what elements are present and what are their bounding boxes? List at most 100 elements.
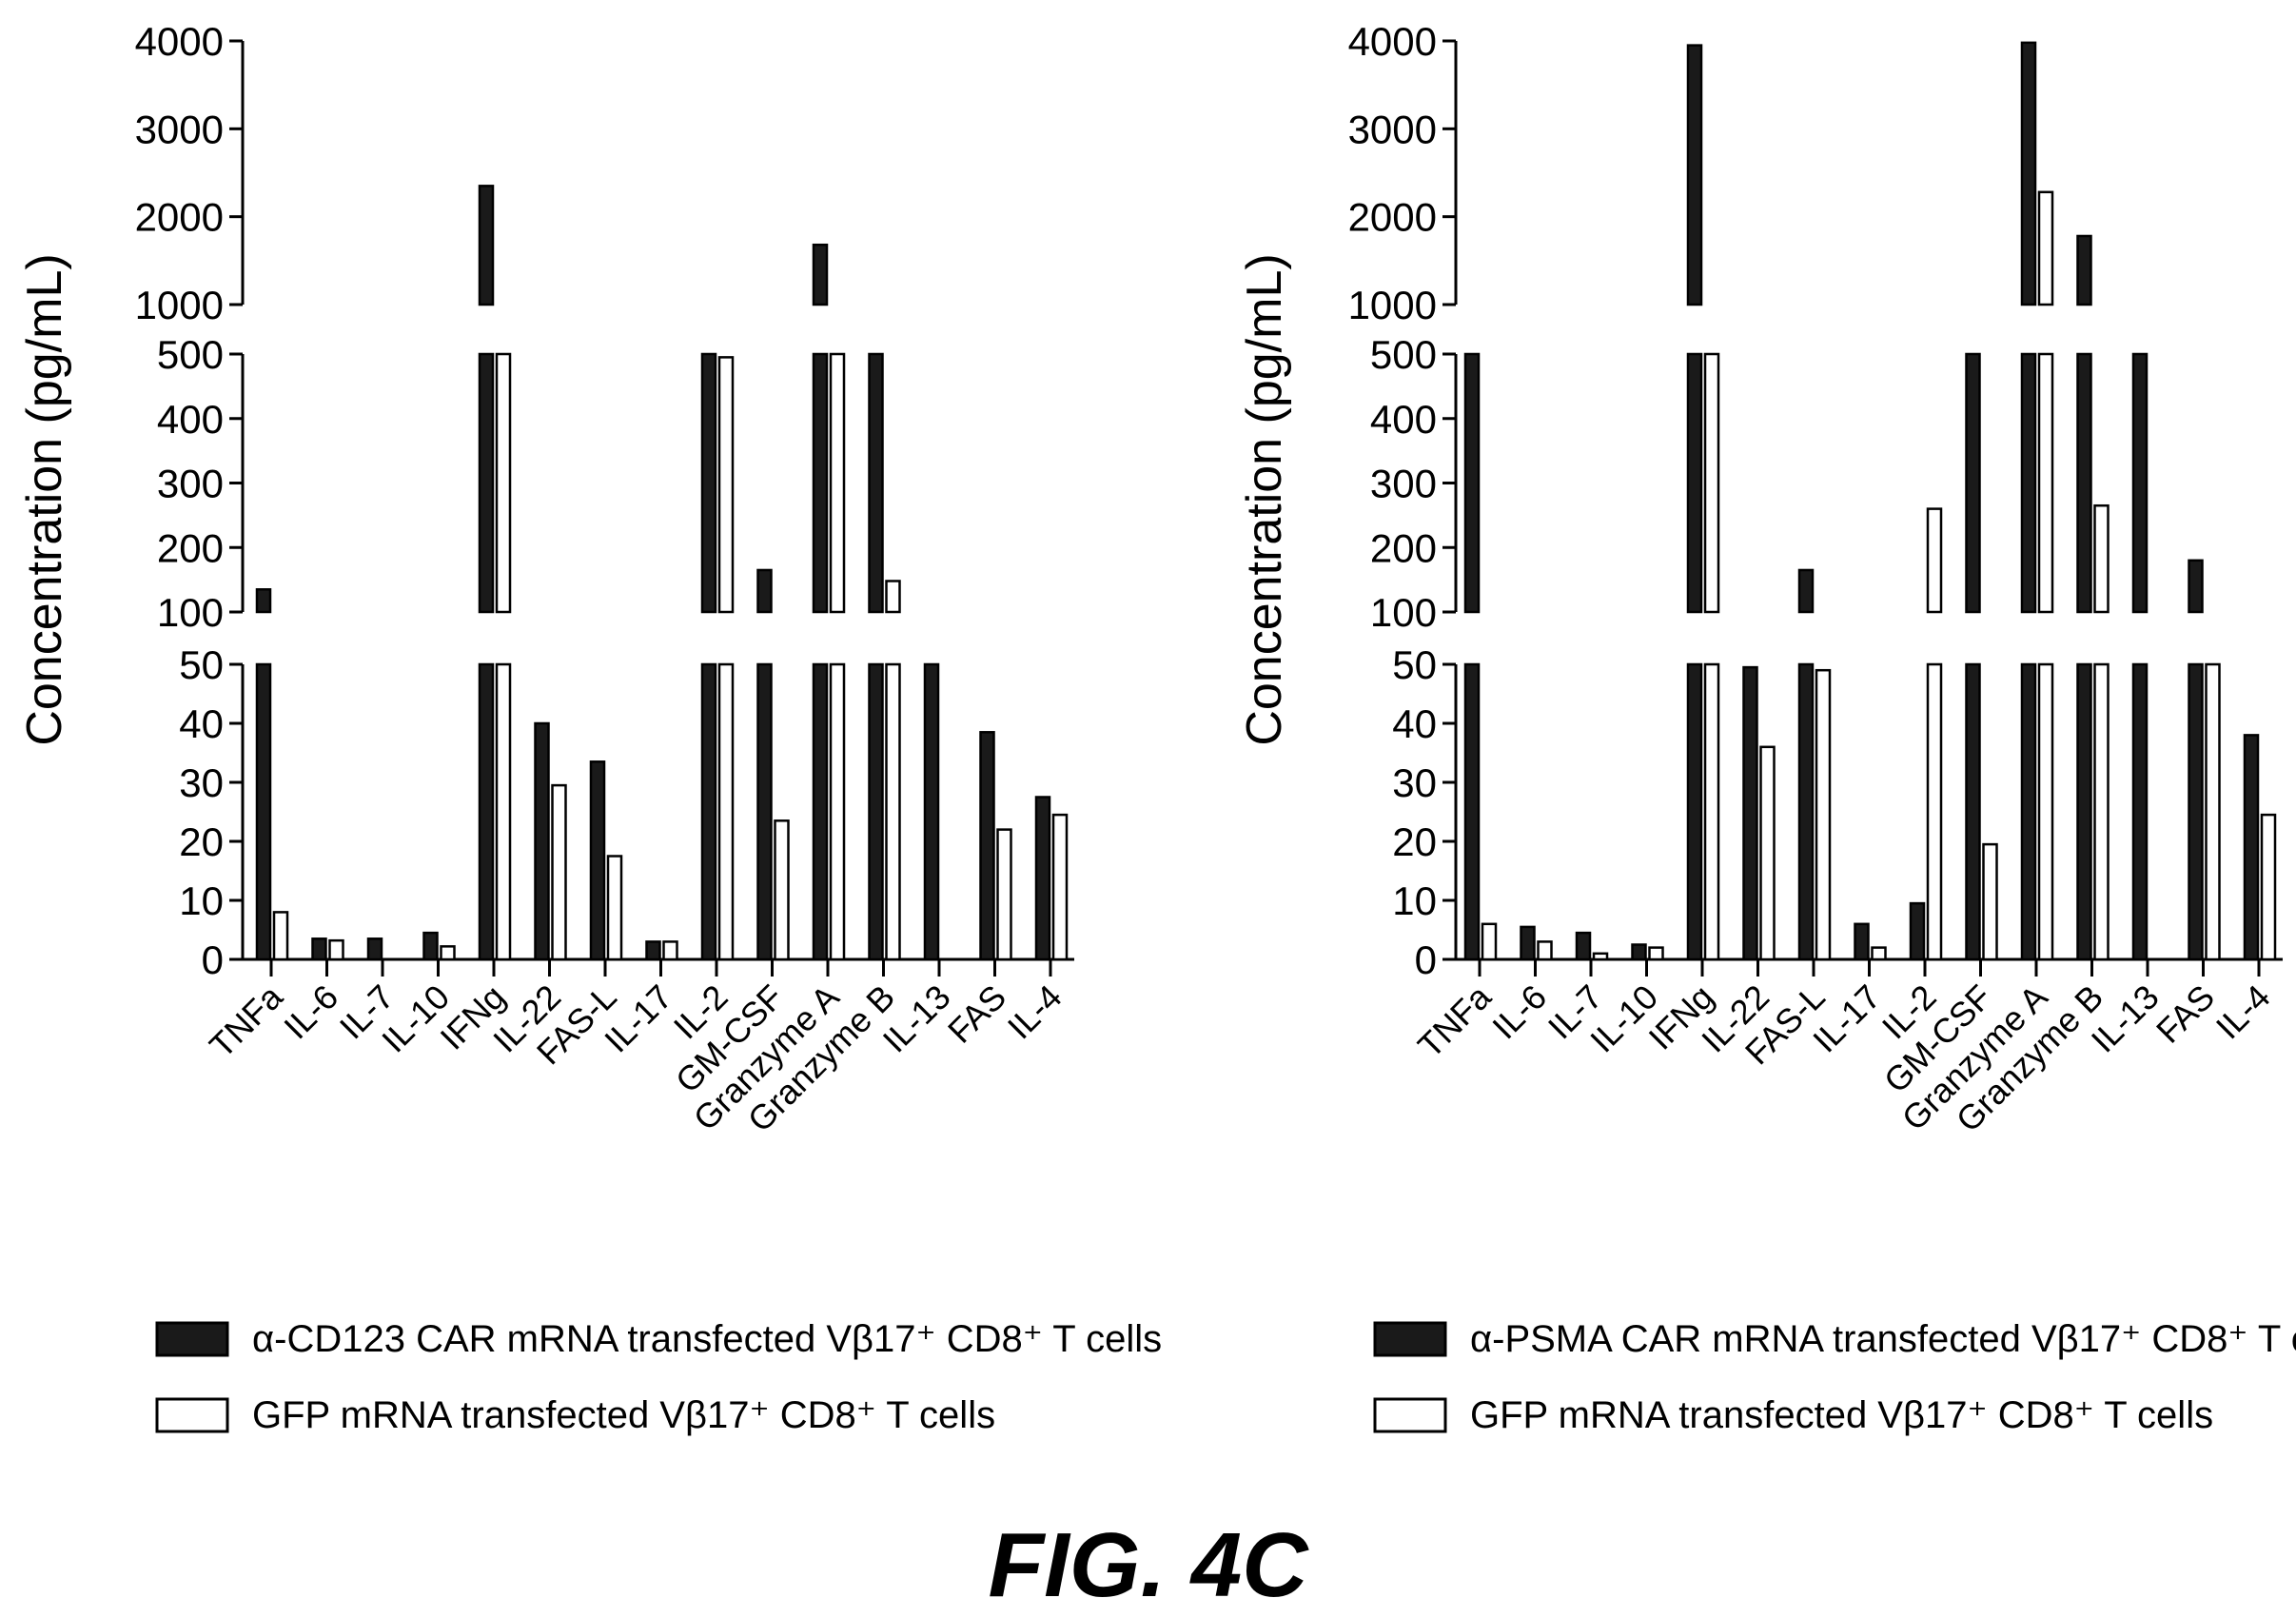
y-tick-label: 20 [1392,819,1437,864]
bar [1686,352,1703,614]
legend-swatch [155,1321,229,1357]
bar [2260,813,2277,961]
x-tick-label: IL-4 [1000,977,1070,1047]
x-tick-label: IL-6 [1484,977,1554,1047]
y-tick-label: 100 [1370,590,1437,635]
bar [311,937,327,961]
bar [1926,662,1943,961]
bar [1703,662,1720,961]
legend-label: GFP mRNA transfected Vβ17⁺ CD8⁺ T cells [1470,1394,2213,1436]
bar [422,931,439,961]
bar [756,568,773,614]
x-tick-label: IL-6 [276,977,345,1047]
bar [1481,922,1498,961]
bar [2188,662,2204,961]
bar [1051,813,1069,961]
bar [1965,352,1981,614]
bar [1965,662,1981,961]
bar [923,662,940,961]
bar [868,662,884,961]
bar [1463,662,1481,961]
x-tick-label: FAS [940,977,1013,1051]
y-tick-label: 1000 [135,283,224,327]
bar [2243,734,2260,961]
bar [1592,952,1609,961]
bar [868,352,884,614]
bar [700,352,717,614]
legend-label: GFP mRNA transfected Vβ17⁺ CD8⁺ T cells [252,1394,995,1436]
bar [774,819,790,961]
bar [1575,931,1592,961]
bar [495,352,512,614]
bar [1648,946,1664,961]
bar [2020,41,2037,306]
bar [2188,559,2204,614]
y-tick-label: 3000 [1348,107,1437,151]
bar [1686,44,1703,306]
y-tick-label: 20 [179,819,224,864]
bar [2020,352,2037,614]
bar [478,662,495,961]
bar [2205,662,2221,961]
y-tick-label: 1000 [1348,283,1437,327]
bar [1463,352,1481,614]
y-tick-label: 500 [157,332,224,377]
bar [1871,946,1887,961]
bar [255,662,272,961]
chart-panel-1: 0 10 20 30 40 50 100 200 300 400 500 1000 2000 3000 40… [17,19,1162,1436]
bar [1759,745,1776,961]
y-tick-label: 50 [179,642,224,687]
bar [2093,662,2110,961]
legend-label: α-PSMA CAR mRNA transfected Vβ17⁺ CD8⁺ T… [1470,1318,2296,1360]
bar [1797,568,1815,614]
bar [2037,190,2054,306]
y-tick-label: 4000 [135,19,224,64]
bar [2131,662,2149,961]
bar [2037,662,2054,961]
bar [551,783,567,961]
bar [717,356,735,614]
y-tick-label: 0 [202,937,224,982]
x-tick-label: IL-4 [2208,977,2278,1047]
bar [1797,662,1815,961]
bar [366,937,383,961]
legend-swatch [155,1397,229,1433]
bar [2076,352,2092,614]
bar [1815,668,1832,961]
legend-label: α-CD123 CAR mRNA transfected Vβ17⁺ CD8⁺ … [252,1318,1162,1360]
y-tick-label: 40 [1392,701,1437,746]
y-tick-label: 400 [1370,397,1437,442]
y-tick-label: 4000 [1348,19,1437,64]
bar [829,352,846,614]
bar [2076,234,2092,306]
y-axis-label: Concentration (pg/mL) [1237,253,1292,745]
bar [1686,662,1703,961]
bar [272,911,289,961]
y-tick-label: 3000 [135,107,224,151]
chart-panel-2: 0 10 20 30 40 50 100 200 300 400 500 1000 2000 3000 40… [1237,19,2296,1436]
legend-swatch [1373,1321,1447,1357]
bar [829,662,846,961]
bar [812,662,829,961]
bar [1703,352,1720,614]
y-tick-label: 300 [1370,462,1437,506]
y-tick-label: 10 [1392,878,1437,923]
x-tick-label: FAS [2149,977,2222,1051]
bar [1742,665,1758,961]
bar [478,352,495,614]
bar [885,580,901,614]
bar [1034,796,1051,961]
bar [478,185,495,306]
bar [2076,662,2092,961]
bar [979,731,995,961]
y-tick-label: 200 [157,525,224,570]
bar [662,940,678,961]
y-tick-label: 30 [1392,760,1437,805]
y-tick-label: 50 [1392,642,1437,687]
bar [1537,940,1553,961]
y-tick-label: 10 [179,878,224,923]
bar [1909,901,1926,961]
y-tick-label: 0 [1415,937,1437,982]
bar [717,662,735,961]
